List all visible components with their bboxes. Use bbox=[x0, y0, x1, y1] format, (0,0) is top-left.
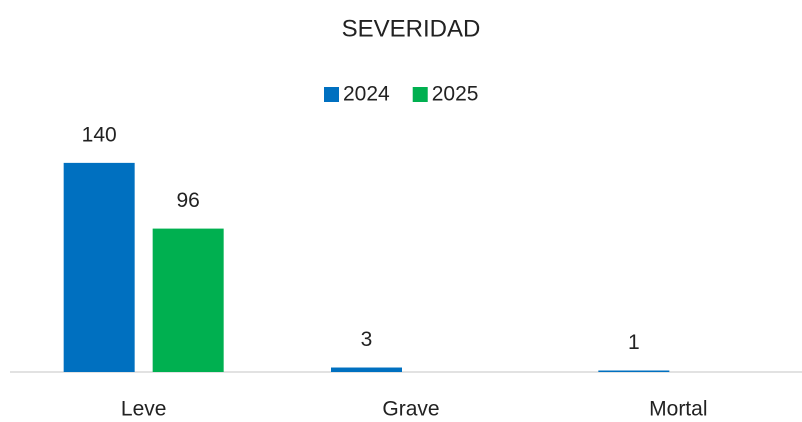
chart-title: SEVERIDAD bbox=[342, 15, 481, 42]
legend-label: 2024 bbox=[343, 83, 390, 106]
data-label: 1 bbox=[628, 331, 640, 354]
legend-label: 2025 bbox=[432, 83, 479, 106]
data-label: 3 bbox=[361, 328, 373, 351]
x-tick-label: Grave bbox=[382, 398, 439, 421]
bar bbox=[152, 228, 224, 372]
x-tick-label: Mortal bbox=[649, 398, 707, 421]
bar bbox=[63, 162, 135, 372]
bar bbox=[331, 367, 402, 372]
bar bbox=[598, 370, 670, 373]
x-tick-label: Leve bbox=[121, 398, 167, 421]
data-label: 140 bbox=[82, 123, 117, 146]
data-label: 96 bbox=[176, 189, 199, 212]
legend-swatch bbox=[324, 87, 339, 102]
legend-swatch bbox=[412, 87, 428, 102]
